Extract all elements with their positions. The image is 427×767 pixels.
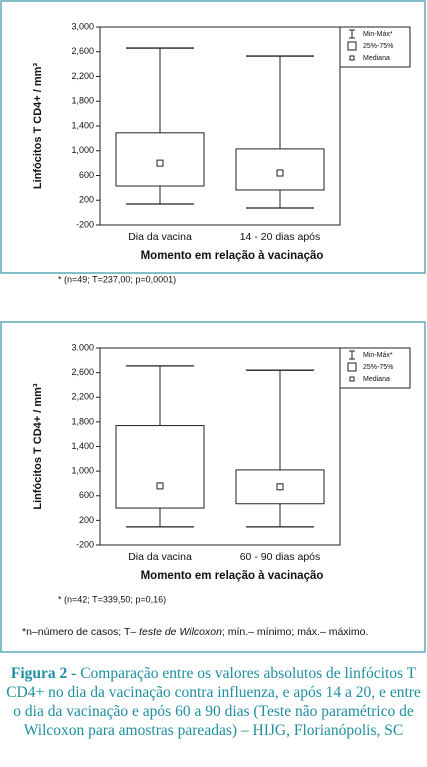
box xyxy=(115,132,205,187)
y-tick-label: 3.000 xyxy=(71,342,94,352)
note-part: ; mín.– mínimo; máx.– máximo. xyxy=(222,626,368,638)
y-tick-label: 2,600 xyxy=(71,46,94,56)
box xyxy=(235,148,325,191)
y-tick-label: 2,200 xyxy=(71,71,94,81)
legend-symbol xyxy=(347,41,357,51)
legend-label: 25%-75% xyxy=(363,364,393,371)
y-tick-label: 1,800 xyxy=(71,96,94,106)
y-axis-label: Linfócitos T CD4+ / mm³ xyxy=(32,63,44,190)
median xyxy=(276,169,284,177)
x-tick-label: Dia da vacina xyxy=(128,551,192,563)
legend-symbol xyxy=(349,376,355,382)
frame xyxy=(0,321,426,653)
figure: *n–número de casos; T– teste de Wilcoxon… xyxy=(0,0,426,653)
x-tick-label: 14 - 20 dias após xyxy=(240,231,321,243)
footnote: * (n=42; T=339,50; p=0,16) xyxy=(58,594,166,604)
y-axis-label: Linfócitos T CD4+ / mm³ xyxy=(32,383,44,510)
caption-text: Comparação entre os valores absolutos de… xyxy=(6,665,421,739)
y-tick-label: -200 xyxy=(76,219,94,229)
median xyxy=(156,159,164,167)
legend-label: Min-Máx* xyxy=(363,352,393,359)
x-tick-label: Dia da vacina xyxy=(128,231,192,243)
y-tick-label: 1,000 xyxy=(71,466,94,476)
y-tick-label: 1,400 xyxy=(71,441,94,451)
y-tick-label: 2,200 xyxy=(71,392,94,402)
x-axis-label: Momento em relação à vacinação xyxy=(141,570,324,582)
legend-label: 25%-75% xyxy=(363,43,393,50)
y-tick-label: 1,000 xyxy=(71,145,94,155)
y-tick-label: 3,000 xyxy=(71,21,94,31)
y-tick-label: 600 xyxy=(79,170,94,180)
y-tick-label: 2,600 xyxy=(71,367,94,377)
note: *n–número de casos; T– teste de Wilcoxon… xyxy=(22,626,368,638)
footnote: * (n=49; T=237,00; p=0,0001) xyxy=(58,274,176,284)
y-tick-label: 1,400 xyxy=(71,120,94,130)
y-tick-label: 1,800 xyxy=(71,416,94,426)
legend-label: Mediana xyxy=(363,55,390,62)
note-part: teste de Wilcoxon xyxy=(139,626,222,638)
x-axis-label: Momento em relação à vacinação xyxy=(141,250,324,262)
median xyxy=(156,482,164,490)
legend-label: Min-Máx* xyxy=(363,31,393,38)
box xyxy=(115,425,205,509)
legend-symbol xyxy=(349,55,355,61)
caption-label: Figura 2 - xyxy=(10,665,77,682)
note-part: *n–número de casos; T– xyxy=(22,626,139,638)
frame xyxy=(0,0,426,274)
y-tick-label: 200 xyxy=(79,195,94,205)
y-tick-label: 600 xyxy=(79,490,94,500)
y-tick-label: -200 xyxy=(76,539,94,549)
box xyxy=(235,469,325,505)
y-tick-label: 200 xyxy=(79,515,94,525)
caption: Figura 2 - Comparação entre os valores a… xyxy=(4,664,423,740)
legend-symbol xyxy=(347,362,357,372)
median xyxy=(276,483,284,491)
x-tick-label: 60 - 90 dias após xyxy=(240,551,321,563)
legend-label: Mediana xyxy=(363,376,390,383)
